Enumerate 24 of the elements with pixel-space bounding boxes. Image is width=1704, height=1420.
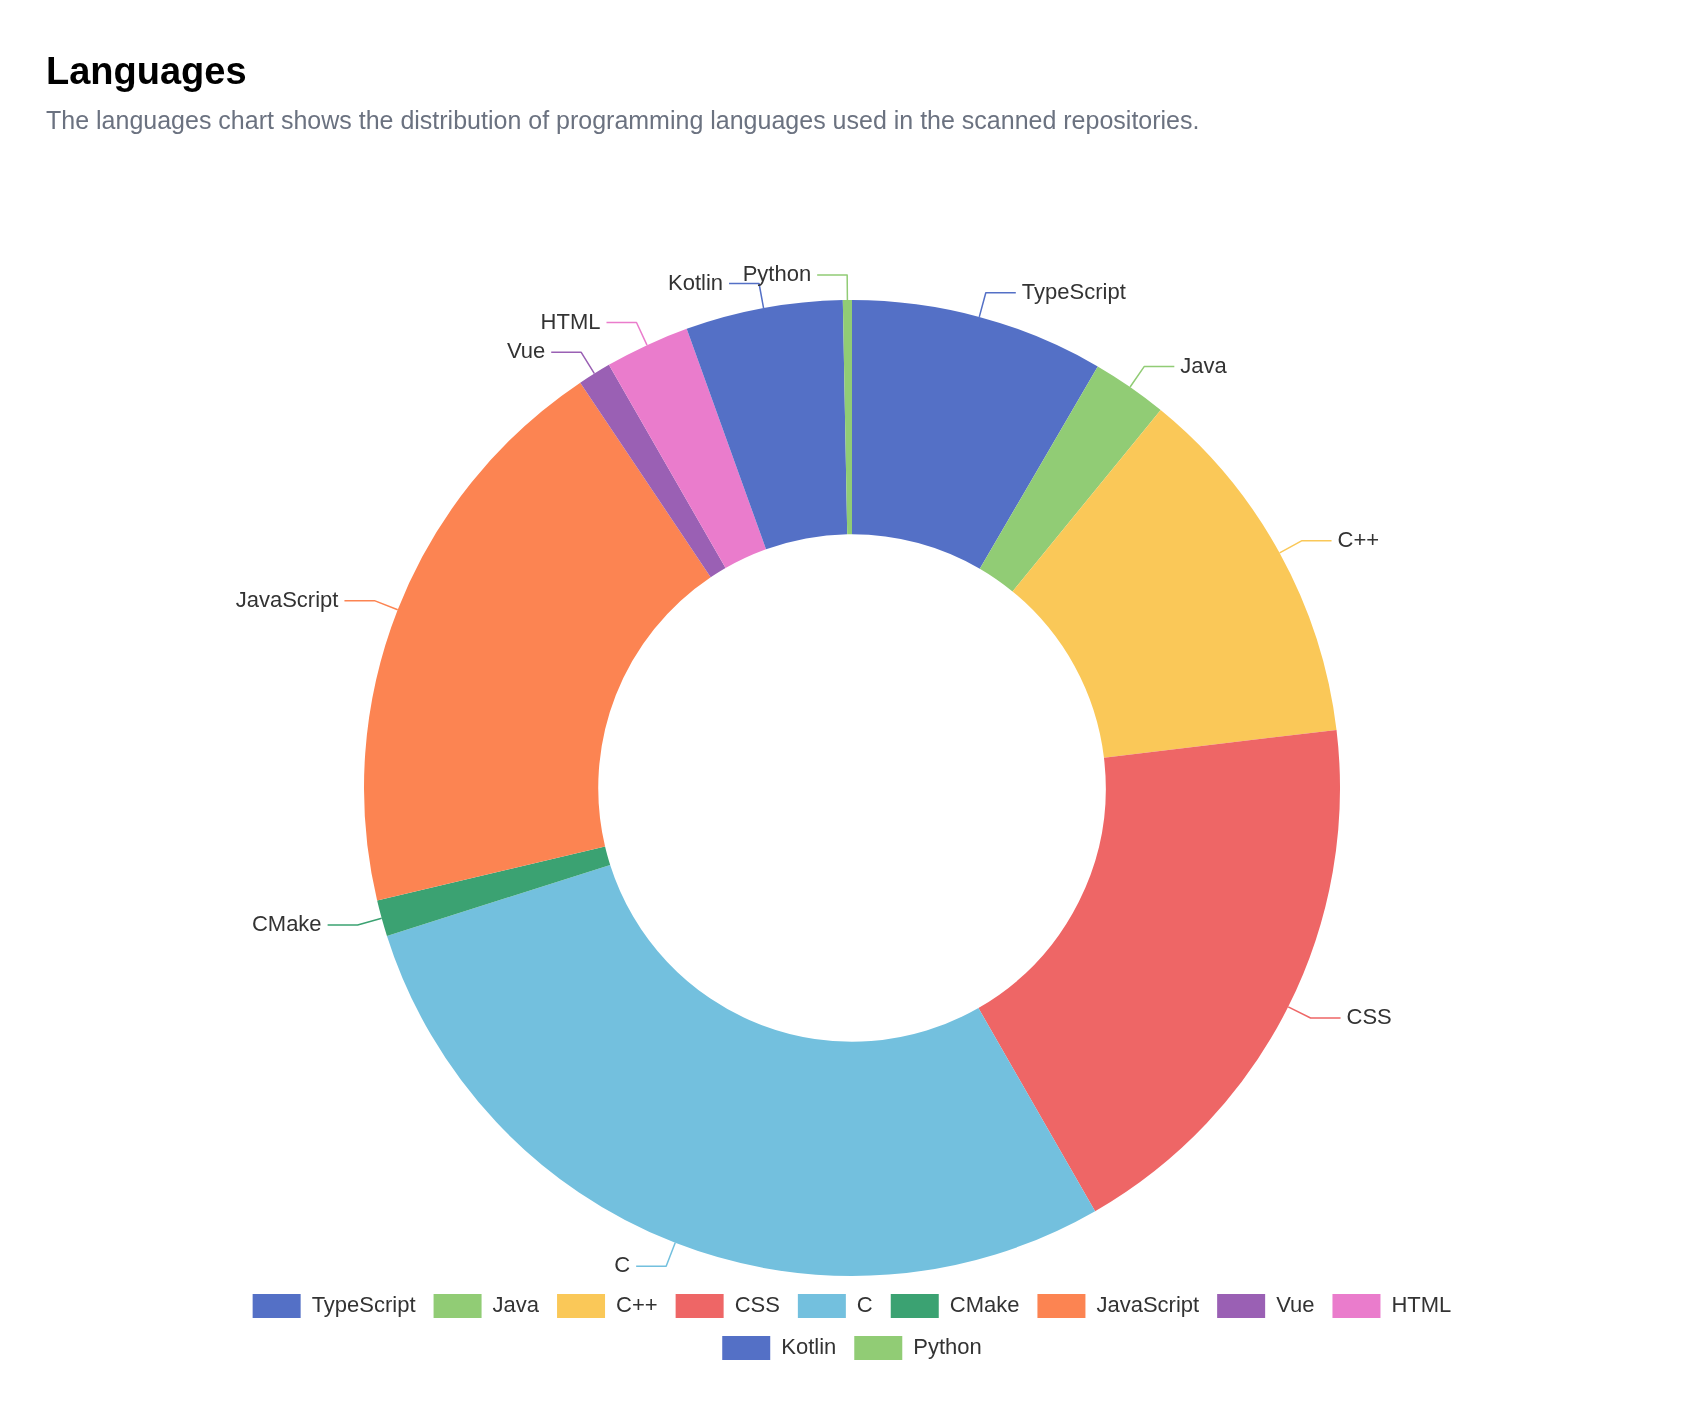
chart-title: Languages xyxy=(46,50,247,93)
legend-label: CSS xyxy=(734,1292,780,1318)
slice-label: C xyxy=(614,1252,631,1278)
legend-label: JavaScript xyxy=(1096,1292,1200,1318)
slice-label: Vue xyxy=(506,338,546,364)
legend-label: TypeScript xyxy=(311,1292,416,1318)
legend-label: Vue xyxy=(1276,1292,1315,1318)
slice-label: CSS xyxy=(1346,1004,1392,1030)
legend-label: CMake xyxy=(949,1292,1020,1318)
legend-label: Python xyxy=(913,1334,982,1360)
slice-label: Kotlin xyxy=(667,269,724,295)
legend-label: C++ xyxy=(616,1292,658,1318)
slice-label: JavaScript xyxy=(235,586,339,612)
slice-label: TypeScript xyxy=(1021,278,1126,304)
legend-label: Java xyxy=(492,1292,540,1318)
legend-label: C xyxy=(856,1292,873,1318)
slice-label: HTML xyxy=(540,308,601,334)
slice-label: CMake xyxy=(251,910,322,936)
slice-label: Java xyxy=(1180,352,1228,378)
slice-label: C++ xyxy=(1337,526,1380,552)
legend-label: Kotlin xyxy=(781,1334,837,1360)
category-label: Python xyxy=(742,261,812,287)
chart-subtitle: The languages chart shows the distribution of programming languages used in the scanned repositories. xyxy=(46,106,1200,135)
legend-label: HTML xyxy=(1391,1292,1452,1318)
